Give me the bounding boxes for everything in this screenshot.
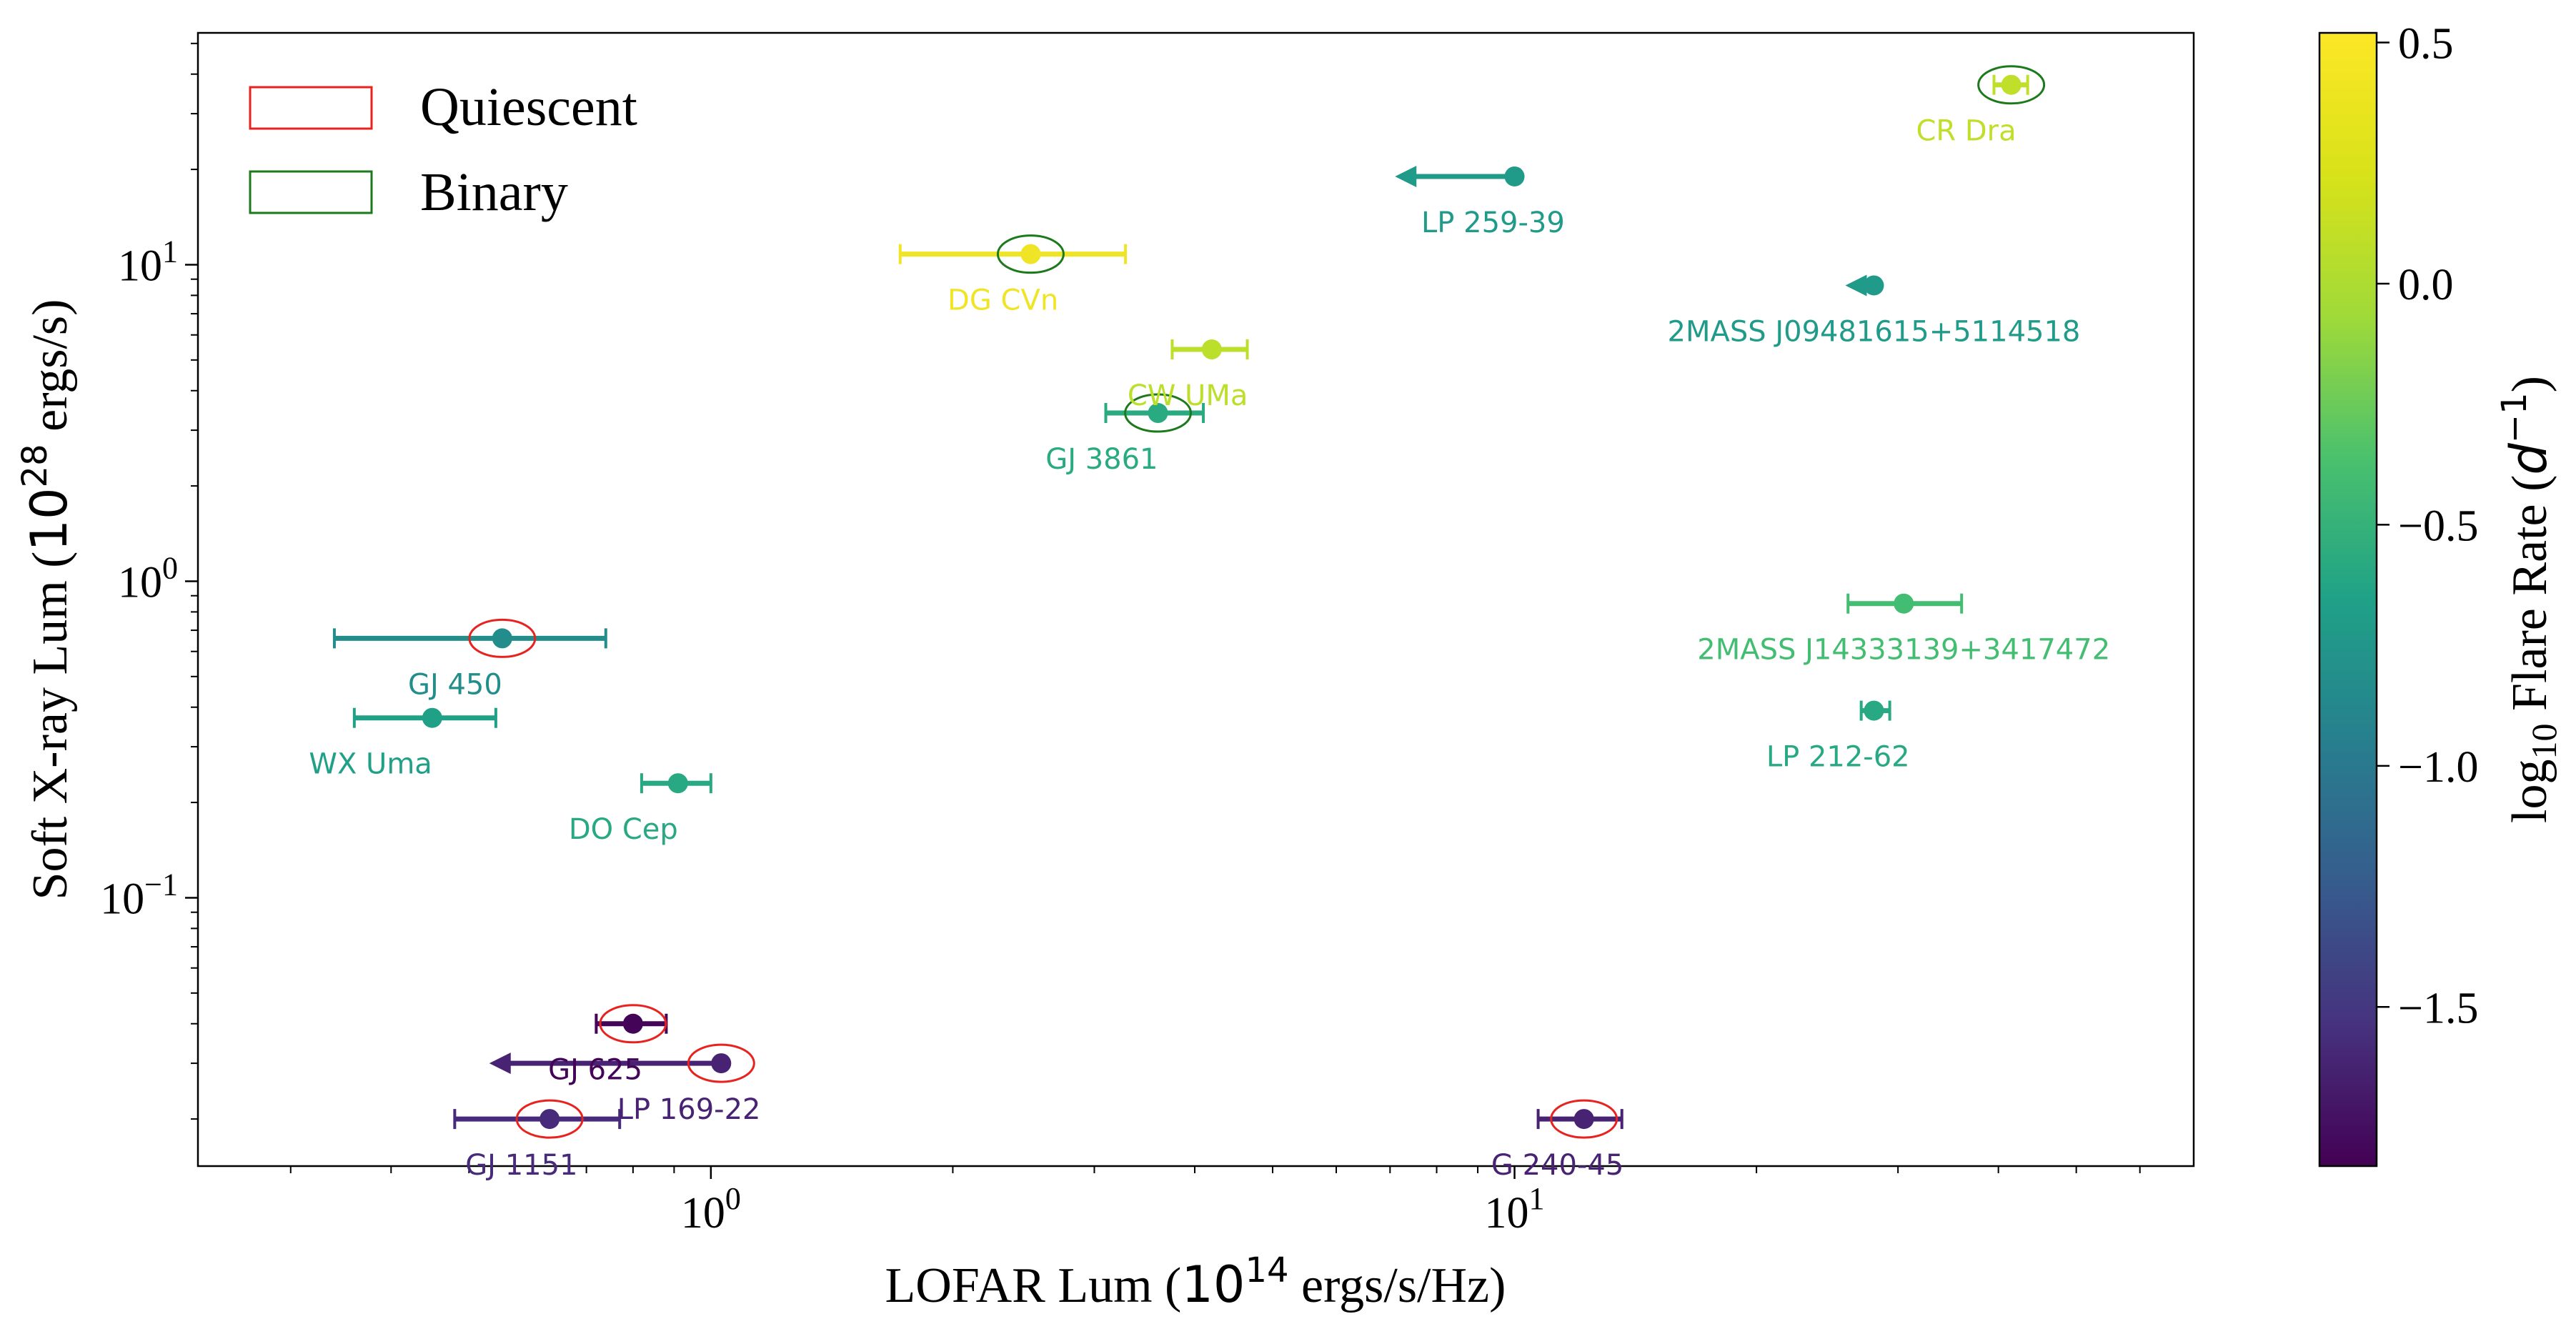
- data-point: [1201, 339, 1222, 360]
- plot-area: [197, 31, 2195, 1168]
- colorbar: 0.5 0.0 −0.5 −1.0 −1.5 log10 Flare Rate (d−1…: [2318, 19, 2564, 1168]
- point-label: CW UMa: [1128, 379, 1248, 412]
- point-label: CR Dra: [1916, 115, 2016, 148]
- data-point: [539, 1109, 560, 1130]
- colorbar-tick-label: −1.0: [2398, 743, 2478, 792]
- binary-ellipse: [1977, 65, 2046, 105]
- data-point: [1504, 166, 1525, 186]
- colorbar-gradient: [2318, 31, 2378, 1168]
- legend-swatch-binary: [249, 170, 373, 214]
- y-minor-ticks: [191, 42, 198, 1120]
- colorbar-ticks: 0.5 0.0 −0.5 −1.0 −1.5: [2377, 19, 2478, 1032]
- quiescent-ellipse: [687, 1043, 755, 1083]
- legend-label-quiescent: Quiescent: [420, 77, 637, 137]
- data-point: [1020, 244, 1041, 264]
- data-point: [1148, 403, 1168, 424]
- data-point: [422, 707, 442, 728]
- colorbar-label: log10 Flare Rate (d−1): [2495, 376, 2564, 823]
- point-label: GJ 450: [408, 668, 502, 701]
- category-ellipses: [468, 65, 2046, 1139]
- binary-ellipse: [1124, 393, 1193, 433]
- data-point: [1864, 275, 1884, 296]
- point-label: LP 212-62: [1766, 741, 1910, 774]
- point-label: G 240-45: [1491, 1149, 1623, 1182]
- y-axis-label: Soft X-ray Lum (1028 ergs/s): [15, 299, 79, 900]
- y-axis-ticks: 10−1 100 101: [100, 234, 198, 923]
- colorbar-tick-label: −0.5: [2398, 502, 2478, 550]
- data-point: [492, 628, 512, 649]
- data-point: [622, 1013, 643, 1034]
- data-point: [1573, 1109, 1594, 1130]
- point-label: DG CVn: [948, 284, 1058, 317]
- quiescent-ellipse: [515, 1099, 584, 1139]
- quiescent-ellipse: [468, 618, 537, 658]
- point-label: LP 169-22: [617, 1093, 761, 1126]
- data-point: [2001, 74, 2021, 95]
- quiescent-ellipse: [1550, 1099, 1618, 1139]
- point-labels: CR Dra LP 259-39 DG CVn 2MASS J09481615+511…: [309, 115, 2110, 1182]
- point-label: WX Uma: [309, 748, 432, 781]
- point-label: LP 259-39: [1421, 206, 1565, 239]
- upper-limit-arrow: [1395, 165, 1417, 187]
- binary-ellipse: [996, 234, 1065, 274]
- x-tick-label: 101: [1485, 1181, 1545, 1238]
- y-tick-label: 101: [118, 234, 178, 290]
- data-point: [1894, 593, 1914, 614]
- legend: Quiescent Binary: [249, 77, 637, 222]
- x-axis-ticks: 100 101: [681, 1166, 1545, 1238]
- data-point: [1864, 700, 1884, 721]
- quiescent-ellipse: [599, 1004, 667, 1044]
- point-label: GJ 1151: [465, 1149, 577, 1182]
- x-axis-label: LOFAR Lum (1014 ergs/s/Hz): [885, 1250, 1506, 1314]
- point-label: 2MASS J09481615+5114518: [1668, 315, 2081, 348]
- x-minor-ticks: [289, 1166, 2141, 1173]
- legend-label-binary: Binary: [420, 162, 568, 222]
- point-label: 2MASS J14333139+3417472: [1697, 634, 2110, 667]
- y-tick-label: 100: [118, 550, 178, 607]
- colorbar-tick-label: 0.5: [2398, 19, 2454, 68]
- point-label: GJ 3861: [1045, 443, 1158, 476]
- y-tick-label: 10−1: [100, 867, 178, 923]
- legend-swatch-quiescent: [249, 86, 373, 130]
- point-label: GJ 625: [548, 1054, 642, 1087]
- x-tick-label: 100: [681, 1181, 741, 1238]
- colorbar-tick-label: 0.0: [2398, 261, 2454, 309]
- data-points: [422, 74, 2021, 1130]
- colorbar-tick-label: −1.5: [2398, 984, 2478, 1032]
- upper-limit-arrow: [489, 1052, 511, 1075]
- point-label: DO Cep: [569, 813, 678, 846]
- data-point: [711, 1053, 732, 1074]
- upper-limit-arrow: [1845, 274, 1867, 297]
- data-point: [667, 773, 688, 794]
